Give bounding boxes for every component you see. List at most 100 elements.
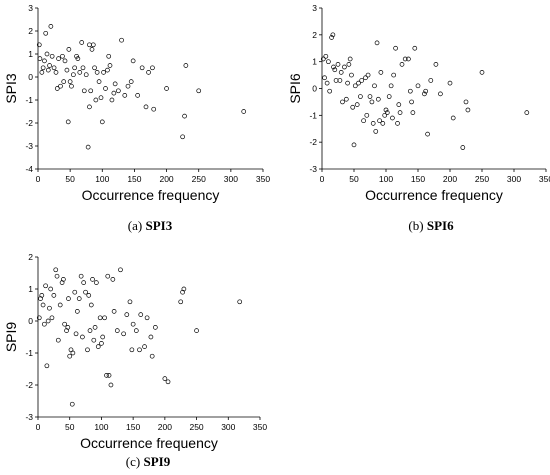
data-point (138, 312, 144, 317)
y-tick-label: -3 (25, 412, 33, 422)
x-tick-label: 250 (189, 422, 203, 432)
data-point (180, 134, 185, 140)
data-point (135, 93, 140, 98)
y-tick-label: 1 (28, 284, 33, 294)
data-point (110, 277, 116, 282)
data-point (75, 56, 81, 61)
data-point (180, 289, 185, 295)
data-point (61, 277, 66, 282)
data-point (90, 277, 95, 282)
data-point (391, 72, 397, 78)
data-point (125, 83, 131, 89)
data-point (363, 75, 368, 81)
x-tick-label: 300 (221, 422, 235, 432)
data-point (51, 293, 57, 298)
data-point (103, 86, 108, 91)
data-point (349, 72, 354, 78)
data-point (79, 40, 85, 45)
data-point (112, 81, 118, 87)
data-point (337, 78, 343, 83)
x-tick-label: 300 (507, 174, 521, 184)
data-point (450, 115, 456, 121)
x-axis-label: Occurrence frequency (365, 187, 503, 203)
y-tick-label: -3 (25, 141, 33, 151)
data-point (62, 58, 68, 64)
x-tick-label: 0 (320, 174, 325, 184)
data-point (88, 88, 94, 94)
data-point (127, 299, 133, 305)
data-point (56, 56, 61, 61)
data-point (133, 328, 139, 333)
y-tick-label: -3 (309, 164, 317, 174)
data-point (447, 80, 453, 86)
data-point (92, 65, 97, 71)
data-point (85, 144, 91, 150)
data-point (71, 72, 76, 78)
data-point (65, 119, 71, 125)
data-point (39, 70, 45, 75)
data-point (139, 65, 145, 71)
data-point (396, 102, 402, 107)
data-point (340, 99, 345, 105)
y-tick-label: -2 (309, 137, 317, 147)
data-point (386, 94, 392, 99)
data-point (383, 107, 389, 113)
data-point (43, 283, 48, 289)
data-point (94, 70, 100, 75)
data-point (53, 267, 59, 273)
data-point (99, 341, 104, 346)
data-point (49, 315, 55, 321)
data-point (399, 61, 405, 67)
data-point (108, 382, 114, 388)
data-point (116, 88, 121, 94)
y-tick-label: 3 (28, 3, 33, 13)
data-point (397, 110, 403, 116)
data-point (98, 95, 104, 101)
data-point (460, 145, 466, 150)
x-tick-label: 150 (126, 422, 140, 432)
data-point (332, 67, 338, 73)
data-point (124, 312, 130, 317)
data-point (377, 118, 382, 124)
data-point (165, 379, 171, 385)
data-point (104, 373, 109, 378)
y-tick-label: -2 (25, 118, 33, 128)
caption-letter: (c) (125, 454, 141, 469)
data-point (148, 334, 154, 340)
data-point (465, 107, 471, 113)
data-point (102, 315, 107, 321)
y-tick-label: -1 (25, 348, 33, 358)
data-point (343, 96, 349, 102)
chart-panel-spi6: 3210-1-2-3050100150200250300350Occurrenc… (280, 0, 550, 233)
caption-letter: (a) (127, 218, 143, 233)
data-point (36, 42, 42, 48)
data-point (342, 64, 347, 70)
data-point (331, 64, 336, 70)
scatter-plot-spi6: 3210-1-2-3050100150200250300350Occurrenc… (287, 3, 550, 203)
caption-name: SPI3 (145, 218, 173, 233)
data-point (129, 347, 135, 353)
x-tick-label: 250 (192, 174, 206, 184)
data-point (119, 37, 124, 43)
data-point (164, 86, 169, 91)
data-point (438, 91, 443, 97)
data-point (128, 79, 134, 84)
data-point (74, 309, 80, 314)
data-point (359, 78, 365, 83)
y-axis-label: SPI3 (3, 73, 19, 104)
data-point (152, 325, 158, 330)
data-point (402, 56, 408, 62)
data-point (97, 315, 103, 321)
data-point (323, 53, 329, 59)
data-point (358, 94, 363, 99)
data-point (345, 80, 350, 86)
data-point (196, 88, 202, 94)
x-tick-label: 0 (36, 174, 41, 184)
data-point (463, 99, 469, 105)
data-point (130, 58, 136, 64)
chart-panel-spi3: 3 2 1 0 -1 -2 -3 -4 0 50 100 150 200 250 300 350 Occurre… (0, 0, 270, 233)
data-point (58, 83, 63, 89)
data-point (412, 45, 418, 51)
data-point (354, 102, 360, 107)
data-point (74, 53, 79, 59)
